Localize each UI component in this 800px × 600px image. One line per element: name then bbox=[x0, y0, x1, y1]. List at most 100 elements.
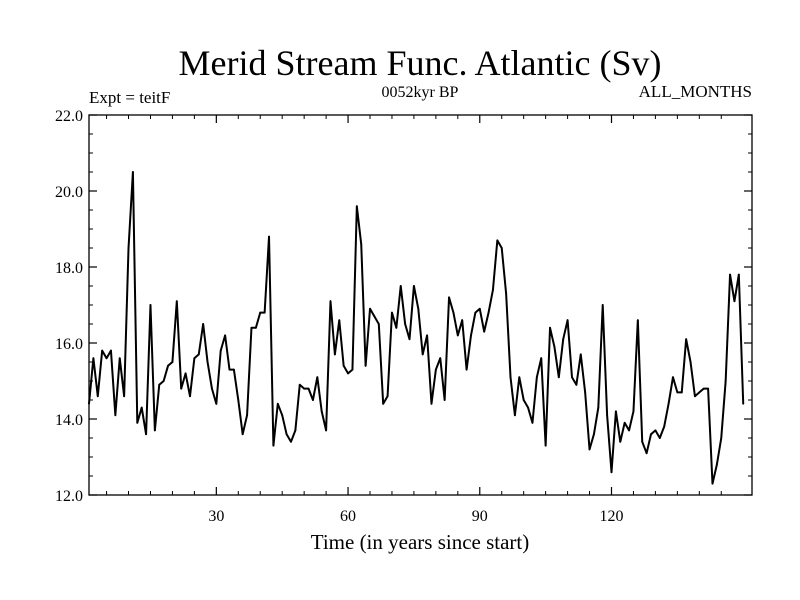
x-tick-label: 120 bbox=[599, 508, 623, 525]
data-point bbox=[439, 357, 442, 360]
months-label: ALL_MONTHS bbox=[639, 82, 752, 101]
data-point bbox=[153, 429, 156, 432]
data-point bbox=[263, 311, 266, 314]
data-point bbox=[549, 326, 551, 329]
data-point bbox=[399, 285, 402, 287]
data-point bbox=[140, 406, 143, 409]
data-point bbox=[426, 334, 428, 337]
data-point bbox=[285, 433, 288, 436]
data-point bbox=[167, 364, 169, 367]
data-point bbox=[347, 372, 349, 375]
data-point bbox=[632, 410, 635, 413]
data-point bbox=[171, 361, 174, 363]
data-point bbox=[290, 440, 292, 443]
data-point bbox=[391, 311, 393, 314]
data-point bbox=[268, 235, 270, 238]
data-point bbox=[448, 296, 450, 299]
series-layer bbox=[88, 171, 745, 485]
chart-subtitle: 0052kyr BP bbox=[382, 84, 459, 101]
data-point bbox=[294, 429, 297, 432]
data-point bbox=[105, 357, 108, 360]
data-point bbox=[276, 402, 279, 405]
data-point bbox=[579, 353, 582, 356]
data-point bbox=[175, 300, 178, 303]
data-point bbox=[715, 463, 718, 466]
data-point bbox=[325, 429, 327, 432]
data-point bbox=[535, 376, 538, 379]
data-point bbox=[724, 380, 727, 382]
data-point bbox=[566, 319, 569, 322]
data-point bbox=[369, 307, 371, 310]
data-point bbox=[474, 311, 477, 314]
data-point bbox=[531, 421, 534, 424]
data-point bbox=[588, 448, 591, 451]
data-point bbox=[88, 402, 90, 405]
data-point bbox=[641, 440, 644, 443]
data-point bbox=[329, 300, 332, 303]
data-point bbox=[228, 368, 231, 371]
experiment-label: Expt = teitF bbox=[89, 88, 170, 107]
data-point bbox=[663, 425, 666, 428]
data-point bbox=[557, 376, 560, 379]
data-point bbox=[593, 433, 595, 436]
data-point bbox=[434, 368, 437, 371]
x-tick-label: 60 bbox=[340, 508, 356, 525]
data-point bbox=[606, 414, 609, 417]
data-point bbox=[408, 338, 411, 341]
data-point bbox=[483, 330, 486, 333]
data-point bbox=[737, 273, 740, 276]
data-point bbox=[180, 387, 183, 390]
data-point bbox=[189, 395, 191, 398]
data-point bbox=[250, 326, 253, 329]
data-point bbox=[312, 399, 314, 401]
data-point bbox=[496, 239, 499, 242]
data-point bbox=[114, 414, 117, 417]
data-point bbox=[540, 357, 543, 360]
data-point bbox=[430, 402, 433, 405]
data-point bbox=[742, 402, 745, 405]
data-point bbox=[650, 433, 652, 436]
data-point bbox=[254, 326, 257, 329]
data-point bbox=[303, 387, 306, 390]
data-point bbox=[364, 364, 367, 367]
y-tick-label: 20.0 bbox=[55, 184, 83, 201]
data-point bbox=[413, 285, 415, 287]
data-point bbox=[272, 444, 275, 447]
data-point bbox=[224, 334, 227, 337]
data-point bbox=[360, 243, 363, 246]
data-point bbox=[373, 315, 376, 318]
data-point bbox=[259, 311, 262, 314]
data-point bbox=[320, 410, 323, 413]
y-tick-label: 22.0 bbox=[55, 108, 83, 125]
data-point bbox=[676, 391, 679, 394]
data-point bbox=[232, 368, 235, 371]
data-point bbox=[333, 353, 336, 356]
data-point bbox=[680, 391, 683, 394]
data-point bbox=[197, 353, 200, 356]
data-point bbox=[623, 421, 626, 424]
data-point bbox=[184, 372, 187, 375]
x-tick-label: 30 bbox=[208, 508, 224, 525]
y-tick-label: 14.0 bbox=[55, 412, 83, 429]
data-point bbox=[461, 319, 464, 322]
data-point bbox=[342, 364, 345, 367]
data-point bbox=[658, 437, 661, 439]
data-point bbox=[636, 319, 639, 322]
data-point bbox=[215, 402, 218, 405]
data-point bbox=[470, 334, 472, 337]
data-point bbox=[351, 368, 354, 371]
data-point bbox=[136, 421, 139, 424]
data-point bbox=[672, 376, 674, 379]
data-point bbox=[298, 383, 301, 386]
data-point bbox=[667, 402, 670, 405]
series-line bbox=[88, 171, 745, 485]
data-point bbox=[421, 353, 424, 356]
data-point bbox=[571, 376, 573, 379]
data-point bbox=[575, 383, 578, 386]
data-point bbox=[193, 357, 196, 360]
data-point bbox=[92, 357, 95, 360]
data-point bbox=[509, 376, 512, 379]
data-point bbox=[338, 319, 341, 322]
